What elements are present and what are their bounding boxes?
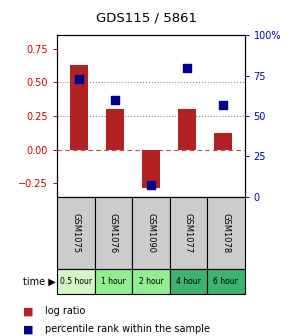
Text: GSM1090: GSM1090 (146, 213, 155, 253)
Text: percentile rank within the sample: percentile rank within the sample (45, 324, 210, 334)
Text: ■: ■ (23, 324, 34, 334)
Point (221, 102, 225, 107)
Text: GSM1076: GSM1076 (109, 213, 118, 253)
Bar (142, 150, 160, 188)
Point (149, 182, 153, 188)
Text: 4 hour: 4 hour (176, 277, 201, 286)
Text: GDS115 / 5861: GDS115 / 5861 (96, 12, 197, 25)
Text: log ratio: log ratio (45, 306, 86, 317)
Point (113, 97, 117, 102)
Bar (178, 109, 196, 150)
Text: 2 hour: 2 hour (139, 277, 163, 286)
Text: GSM1075: GSM1075 (71, 213, 80, 253)
Text: 6 hour: 6 hour (214, 277, 238, 286)
Text: GSM1078: GSM1078 (222, 213, 230, 253)
Bar (214, 133, 232, 150)
Bar (106, 109, 124, 150)
Text: time ▶: time ▶ (23, 277, 56, 286)
Text: ■: ■ (23, 306, 34, 317)
Bar (70, 65, 88, 150)
Text: 1 hour: 1 hour (101, 277, 126, 286)
Point (76, 76, 81, 82)
Text: 0.5 hour: 0.5 hour (60, 277, 92, 286)
Point (185, 65, 189, 70)
Text: GSM1077: GSM1077 (184, 213, 193, 253)
